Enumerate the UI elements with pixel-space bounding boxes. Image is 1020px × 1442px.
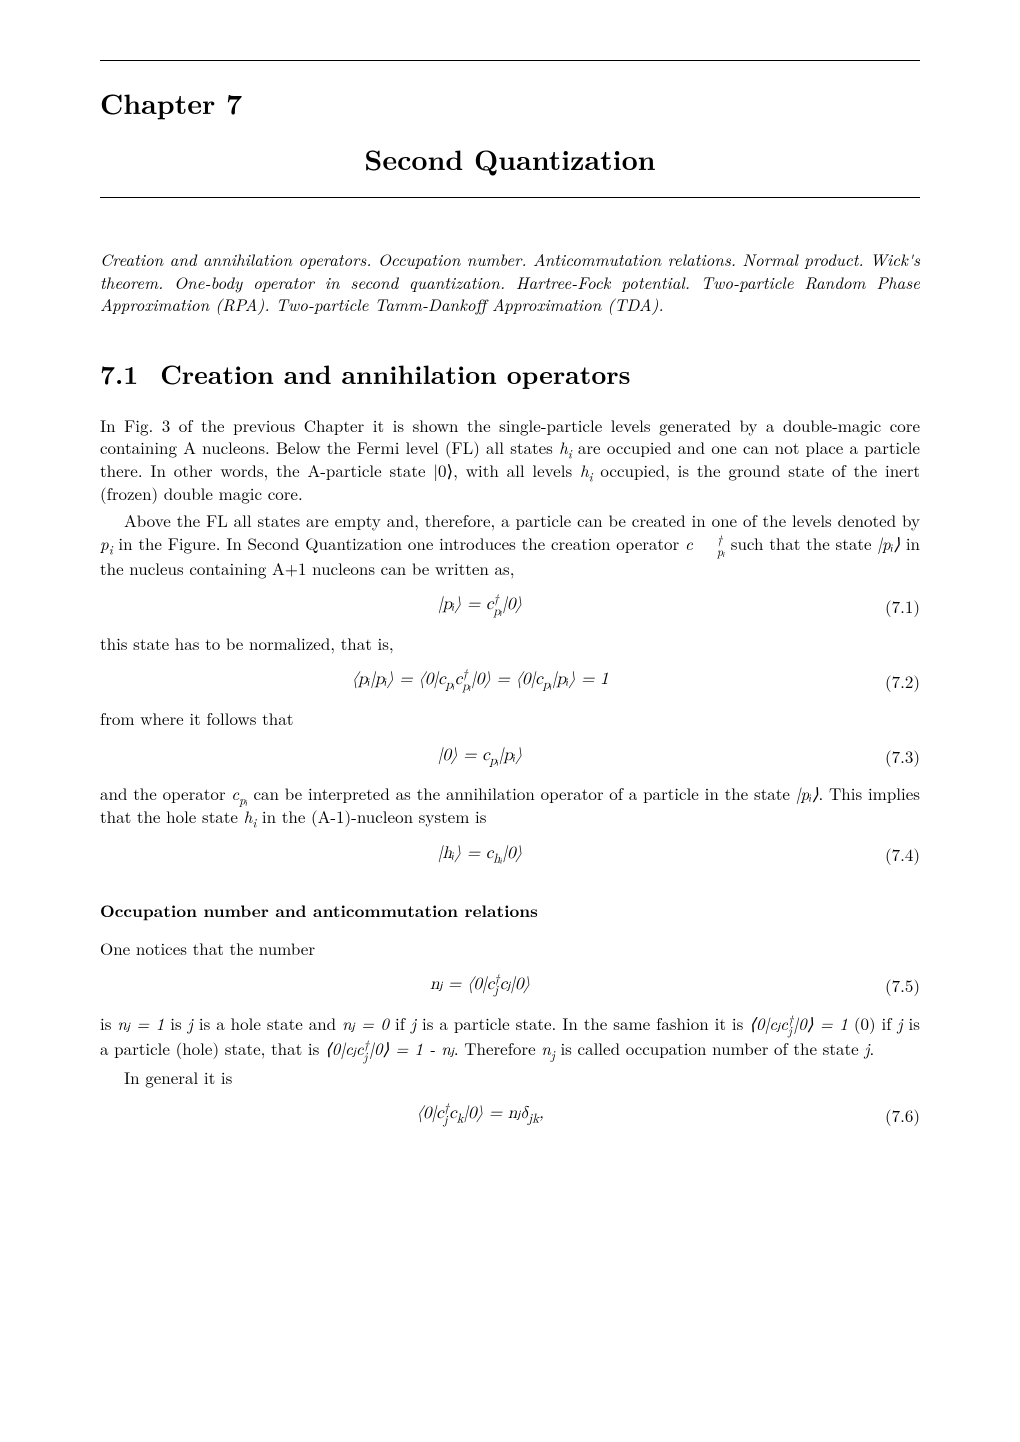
equation-number: (7.3): [860, 745, 920, 768]
math-inline: hi: [580, 458, 593, 482]
equation-7-3: |0⟩ = cpᵢ|pᵢ⟩ (7.3): [100, 740, 920, 772]
math-inline: c†pᵢ: [685, 531, 725, 555]
paragraph-5: and the operator cpᵢ can be interpreted …: [100, 782, 920, 828]
text: if: [389, 1011, 411, 1035]
math-inline: |pᵢ⟩: [796, 781, 819, 805]
math-inline: |pᵢ⟩: [877, 531, 900, 555]
math-inline: cpᵢ: [231, 781, 247, 805]
equation-number: (7.1): [860, 595, 920, 618]
section-number: 7.1: [100, 355, 138, 392]
equation-7-4: |hᵢ⟩ = chᵢ|0⟩ (7.4): [100, 838, 920, 870]
equation-body: ⟨0|c†jck|0⟩ = nⱼδjk,: [100, 1103, 860, 1127]
math-inline: hi: [244, 804, 257, 828]
math-inline: nⱼ = 0: [342, 1011, 389, 1035]
text: .: [870, 1036, 875, 1060]
text: such that the state: [725, 531, 877, 555]
chapter-label: Chapter 7: [100, 85, 920, 123]
paragraph-2: Above the FL all states are empty and, t…: [100, 509, 920, 580]
equation-7-5: nⱼ = ⟨0|c†jcⱼ|0⟩ (7.5): [100, 970, 920, 1002]
text: is a hole state and: [193, 1011, 342, 1035]
paragraph-6: One notices that the number: [100, 937, 920, 960]
math-inline: nⱼ = 1: [117, 1011, 164, 1035]
math-inline: nj: [541, 1036, 554, 1060]
text: is called occupation number of the state: [555, 1036, 865, 1060]
math-inline: pi: [100, 531, 113, 555]
text: (0) if: [848, 1011, 897, 1035]
equation-body: |hᵢ⟩ = chᵢ|0⟩: [100, 843, 860, 866]
text: in the Figure. In Second Quantization on…: [113, 531, 685, 555]
text: Above the FL all states are empty and, t…: [124, 508, 920, 532]
equation-7-2: ⟨pᵢ|pᵢ⟩ = ⟨0|cpᵢc†pᵢ|0⟩ = ⟨0|cpᵢ|pᵢ⟩ = 1…: [100, 665, 920, 697]
paragraph-7: is nⱼ = 1 is j is a hole state and nⱼ = …: [100, 1012, 920, 1062]
abstract: Creation and annihilation operators. Occ…: [100, 248, 920, 317]
equation-number: (7.5): [860, 974, 920, 997]
paragraph-4: from where it follows that: [100, 707, 920, 730]
text: . Therefore: [454, 1036, 541, 1060]
math-inline: hi: [559, 435, 572, 459]
text: is: [164, 1011, 187, 1035]
equation-number: (7.4): [860, 843, 920, 866]
section-heading: 7.1 Creation and annihilation operators: [100, 356, 920, 391]
equation-number: (7.2): [860, 670, 920, 693]
text: is: [100, 1011, 117, 1035]
text: can be interpreted as the annihilation o…: [248, 781, 796, 805]
text: and the operator: [100, 781, 231, 805]
subheading: Occupation number and anticommutation re…: [100, 900, 920, 923]
text: is a particle state. In the same fashion…: [416, 1011, 749, 1035]
paragraph-8: In general it is: [100, 1066, 920, 1089]
chapter-title: Second Quantization: [100, 141, 920, 179]
paragraph-1: In Fig. 3 of the previous Chapter it is …: [100, 414, 920, 506]
math-inline: ⟨0|cⱼc†j|0⟩ = 1 - nⱼ: [325, 1036, 454, 1060]
mid-rule: [100, 197, 920, 198]
top-rule: [100, 60, 920, 61]
text: in the (A-1)-nucleon system is: [256, 804, 486, 828]
equation-7-6: ⟨0|c†jck|0⟩ = nⱼδjk, (7.6): [100, 1099, 920, 1131]
equation-7-1: |pᵢ⟩ = c†pᵢ|0⟩ (7.1): [100, 590, 920, 622]
section-title: Creation and annihilation operators: [160, 355, 630, 392]
equation-number: (7.6): [860, 1104, 920, 1127]
equation-body: |0⟩ = cpᵢ|pᵢ⟩: [100, 745, 860, 768]
equation-body: |pᵢ⟩ = c†pᵢ|0⟩: [100, 594, 860, 618]
paragraph-3: this state has to be normalized, that is…: [100, 632, 920, 655]
math-inline: ⟨0|cⱼc†j|0⟩ = 1: [749, 1011, 848, 1035]
equation-body: ⟨pᵢ|pᵢ⟩ = ⟨0|cpᵢc†pᵢ|0⟩ = ⟨0|cpᵢ|pᵢ⟩ = 1: [100, 669, 860, 693]
equation-body: nⱼ = ⟨0|c†jcⱼ|0⟩: [100, 974, 860, 998]
